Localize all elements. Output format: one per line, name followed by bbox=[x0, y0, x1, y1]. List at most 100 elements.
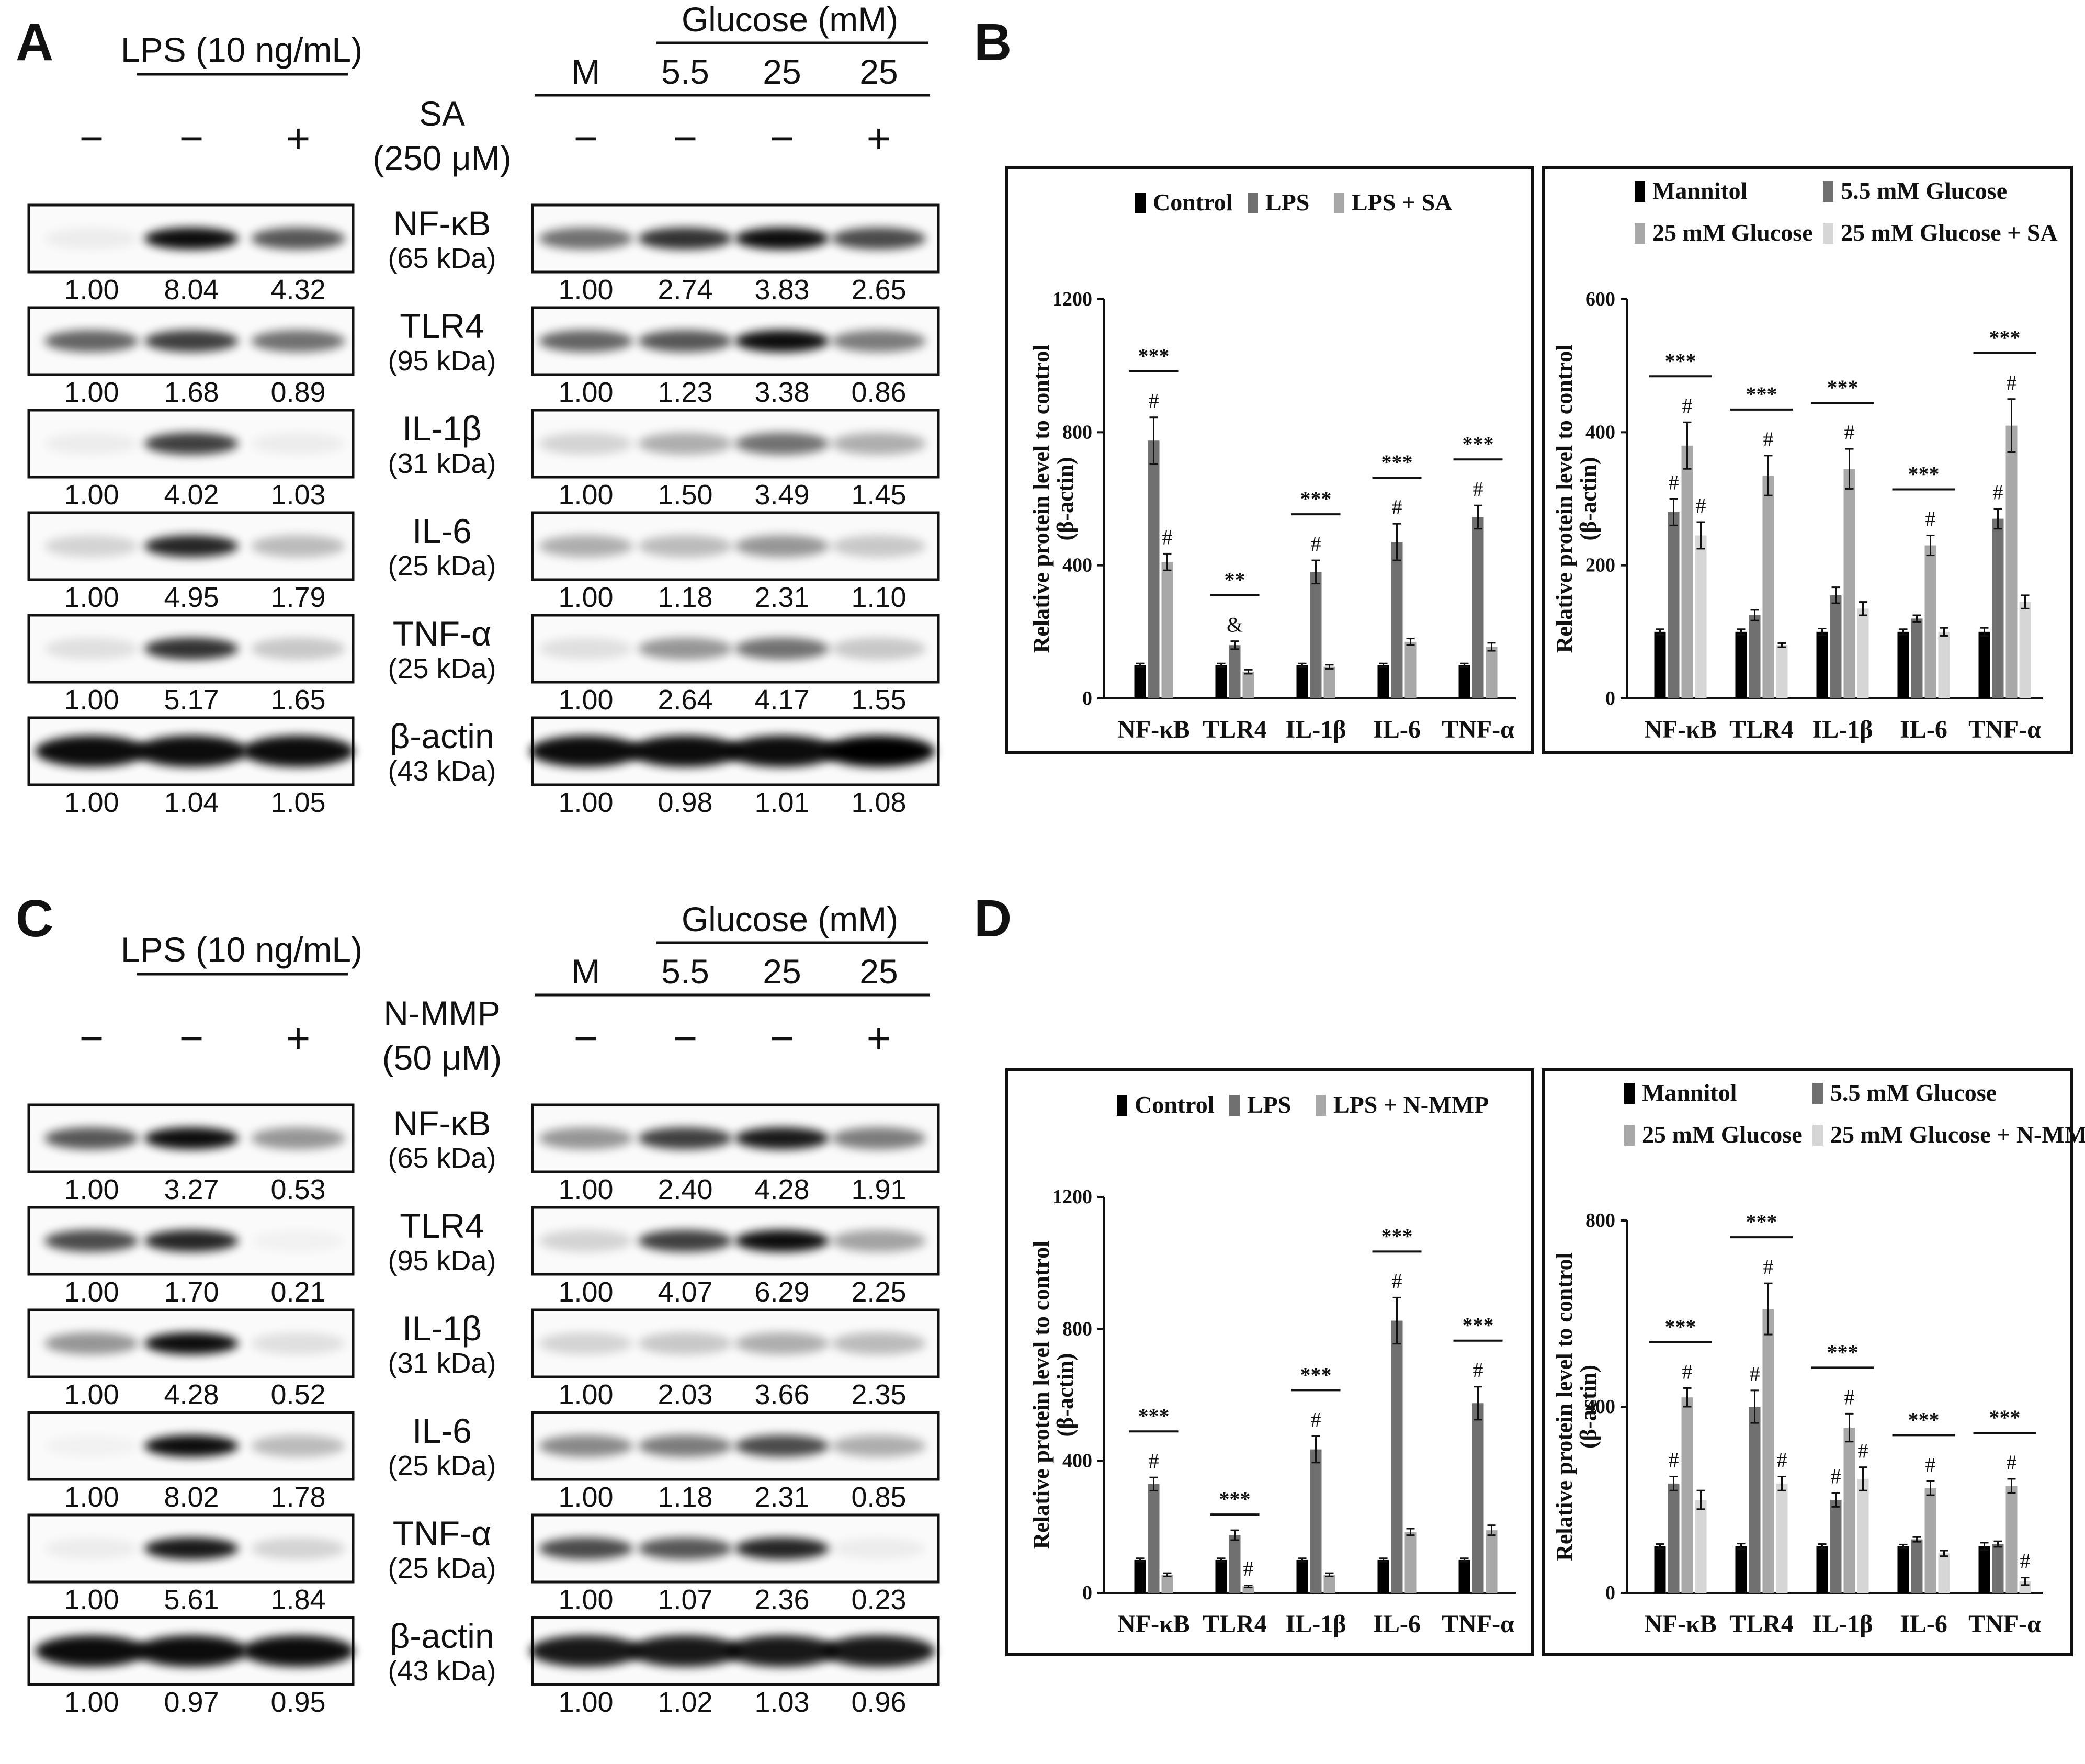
blot-band bbox=[638, 228, 732, 250]
blot-band bbox=[144, 1332, 239, 1354]
blot-band bbox=[251, 535, 345, 557]
significance-mark: # bbox=[1925, 507, 1936, 530]
blot-band bbox=[44, 1435, 139, 1457]
densitometry-value: 1.10 bbox=[851, 582, 906, 613]
y-axis-label: Relative protein level to control bbox=[1028, 345, 1054, 653]
chart-frame bbox=[1005, 166, 1534, 754]
blot-row: IL-1β(31 kDa) 1.00 4.28 0.52 1.00 2.03 3.66 2.3… bbox=[27, 1308, 940, 1410]
significance-mark: # bbox=[2007, 1451, 2017, 1474]
panel-letter-d: D bbox=[974, 889, 1012, 948]
bar bbox=[1681, 445, 1693, 698]
y-tick-label: 0 bbox=[1605, 1582, 1615, 1604]
bar bbox=[1992, 1544, 2004, 1593]
blot-row: IL-1β(31 kDa) 1.00 4.02 1.03 1.00 1.50 3.49 1.4… bbox=[27, 409, 940, 511]
densitometry-value: 0.53 bbox=[270, 1174, 325, 1205]
bar bbox=[1668, 512, 1680, 698]
significance-mark: & bbox=[1227, 613, 1243, 637]
legend-label: 25 mM Glucose bbox=[1642, 1121, 1803, 1148]
bar bbox=[1486, 1530, 1498, 1593]
y-axis-label: Relative protein level to control bbox=[1551, 345, 1577, 653]
densitometry-value: 0.97 bbox=[164, 1687, 219, 1718]
protein-kda: (95 kDa) bbox=[388, 345, 496, 377]
drug-conc: (50 μM) bbox=[382, 1038, 502, 1077]
protein-name: NF-κB bbox=[393, 204, 491, 243]
blot-band bbox=[822, 736, 935, 767]
blot-band bbox=[251, 1127, 345, 1149]
treatment-sign: − bbox=[673, 115, 698, 162]
treatment-sign: − bbox=[673, 1015, 698, 1061]
category-label: TNF-α bbox=[1968, 716, 2041, 743]
densitometry-value: 1.00 bbox=[64, 787, 119, 818]
blot-band bbox=[539, 330, 633, 352]
lane-header: M bbox=[572, 952, 600, 991]
significance-label: *** bbox=[1219, 1487, 1251, 1511]
treatment-sign: − bbox=[80, 1015, 104, 1061]
blot-band bbox=[144, 433, 239, 455]
treatment-sign: + bbox=[286, 115, 311, 162]
blot-band bbox=[44, 1230, 139, 1252]
densitometry-value: 1.00 bbox=[558, 1687, 613, 1718]
significance-mark: # bbox=[1149, 389, 1159, 413]
blot-band bbox=[135, 1635, 248, 1667]
y-axis-label: Relative protein level to control bbox=[1028, 1241, 1054, 1550]
blot-band bbox=[735, 228, 829, 250]
significance-label: *** bbox=[1665, 1315, 1696, 1338]
bar bbox=[1978, 631, 1990, 698]
densitometry-value: 1.00 bbox=[64, 684, 119, 716]
y-axis-label-unit: (β-actin) bbox=[1576, 457, 1601, 540]
significance-label: *** bbox=[1463, 1314, 1494, 1337]
blot-band bbox=[726, 736, 838, 767]
bar bbox=[1310, 572, 1322, 698]
significance-label: *** bbox=[1138, 344, 1170, 368]
blot-band bbox=[144, 330, 239, 352]
densitometry-value: 3.66 bbox=[754, 1379, 809, 1410]
bar bbox=[1215, 1559, 1227, 1593]
blot-row: NF-κB(65 kDa) 1.00 3.27 0.53 1.00 2.40 4.28 1.9… bbox=[27, 1103, 940, 1205]
bar bbox=[1296, 1559, 1308, 1593]
bar bbox=[1857, 1478, 1869, 1593]
protein-kda: (65 kDa) bbox=[388, 1143, 496, 1174]
blot-row: TLR4(95 kDa) 1.00 1.70 0.21 1.00 4.07 6.29 2.25 bbox=[27, 1206, 940, 1308]
treatment-sign: − bbox=[574, 115, 598, 162]
blot-band bbox=[735, 1537, 829, 1559]
blot-band bbox=[735, 1435, 829, 1457]
significance-mark: # bbox=[1473, 477, 1483, 501]
category-label: IL-1β bbox=[1812, 1610, 1873, 1638]
significance-mark: # bbox=[1669, 1449, 1679, 1472]
densitometry-value: 1.00 bbox=[64, 479, 119, 511]
densitometry-value: 0.86 bbox=[851, 377, 906, 408]
protein-kda: (43 kDa) bbox=[388, 755, 496, 787]
bar bbox=[1296, 665, 1308, 698]
significance-mark: # bbox=[1750, 1362, 1760, 1386]
bar bbox=[1377, 665, 1389, 698]
blot-band bbox=[144, 1435, 239, 1457]
blot-band bbox=[44, 535, 139, 557]
densitometry-value: 1.50 bbox=[658, 479, 712, 511]
blot-band bbox=[251, 330, 345, 352]
blot-row: IL-6(25 kDa) 1.00 4.95 1.79 1.00 1.18 2.31 1.10 bbox=[27, 511, 940, 613]
category-label: IL-1β bbox=[1812, 716, 1873, 743]
densitometry-value: 1.00 bbox=[558, 1482, 613, 1513]
blot-band bbox=[832, 1435, 926, 1457]
category-label: IL-6 bbox=[1900, 716, 1947, 743]
bar bbox=[1735, 1546, 1747, 1593]
densitometry-value: 1.03 bbox=[754, 1687, 809, 1718]
blot-band bbox=[539, 1435, 633, 1457]
protein-name: β-actin bbox=[390, 1616, 494, 1655]
protein-name: IL-1β bbox=[402, 1309, 482, 1348]
category-label: TLR4 bbox=[1203, 1610, 1267, 1638]
bar bbox=[1310, 1449, 1322, 1593]
densitometry-value: 1.79 bbox=[270, 582, 325, 613]
bar bbox=[1897, 1546, 1909, 1593]
y-axis-label-unit: (β-actin) bbox=[1576, 1365, 1601, 1449]
blot-row: TLR4(95 kDa) 1.00 1.68 0.89 1.00 1.23 3.38 0.86 bbox=[27, 306, 940, 408]
densitometry-value: 0.98 bbox=[658, 787, 712, 818]
significance-label: *** bbox=[1827, 376, 1859, 399]
protein-name: IL-1β bbox=[402, 409, 482, 448]
y-tick-label: 600 bbox=[1585, 288, 1615, 310]
bar bbox=[1924, 1488, 1936, 1593]
blot-band bbox=[539, 535, 633, 557]
blot-band bbox=[832, 1127, 926, 1149]
bar bbox=[1681, 1397, 1693, 1593]
treatment-sign: + bbox=[867, 115, 891, 162]
